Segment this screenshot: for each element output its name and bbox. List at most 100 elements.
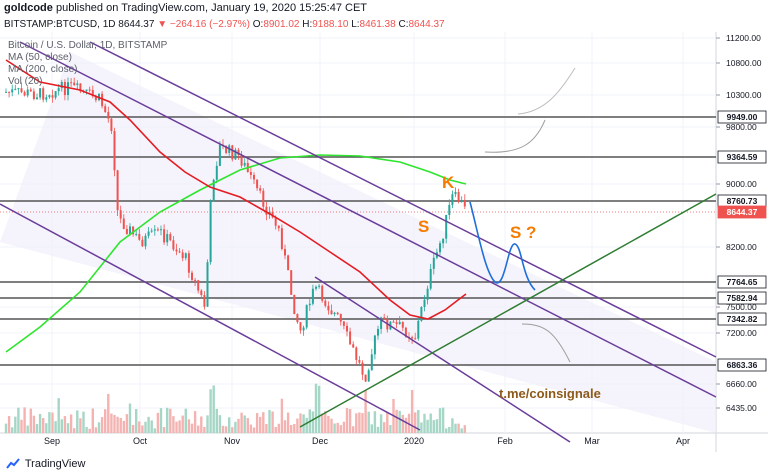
volume-bar xyxy=(274,426,277,433)
candle-body xyxy=(206,262,209,307)
candle-body xyxy=(346,325,348,332)
volume-bar xyxy=(104,409,107,433)
x-tick-label: Apr xyxy=(676,436,690,446)
annotation-s2: S ? xyxy=(510,223,536,242)
volume-bar xyxy=(255,413,259,433)
price-level-tag: 7342.82 xyxy=(727,314,758,324)
candle-body xyxy=(373,335,376,355)
candle-body xyxy=(253,174,255,180)
volume-bar xyxy=(122,420,125,433)
volume-bar xyxy=(243,415,246,433)
legend-title: Bitcoin / U.S. Dollar, 1D, BITSTAMP xyxy=(8,40,168,51)
tradingview-brand[interactable]: TradingView xyxy=(24,458,86,470)
volume-bar xyxy=(162,427,166,433)
footer: TradingView xyxy=(0,452,768,476)
candle-body xyxy=(200,290,203,296)
volume-bar xyxy=(97,422,101,433)
candle-body xyxy=(156,229,159,231)
candle-body xyxy=(299,322,302,331)
open-label: O: xyxy=(252,19,264,30)
price-chart[interactable]: K S S ? t.me/coinsignale 11200.00 10800.0… xyxy=(0,32,768,452)
symbol-name[interactable]: BITSTAMP:BTCUSD, 1D xyxy=(4,19,116,30)
volume-bar xyxy=(51,412,54,433)
legend-ma200[interactable]: MA (200, close) xyxy=(8,64,78,75)
channel-mid-line xyxy=(89,41,717,358)
candle-body xyxy=(91,90,94,97)
volume-bar xyxy=(336,422,339,433)
candle-body xyxy=(212,179,215,202)
volume-bar xyxy=(60,419,63,433)
close-label: C: xyxy=(398,19,409,30)
symbol-info-bar: BITSTAMP:BTCUSD, 1D 8644.37 ▼ −264.16 (−… xyxy=(0,17,768,32)
price-axis[interactable]: 11200.00 10800.00 10300.00 9800.00 9000.00 82… xyxy=(716,33,762,413)
author-name[interactable]: goldcode xyxy=(4,2,53,14)
volume-bar xyxy=(283,420,287,433)
time-axis[interactable]: Sep Oct Nov Dec 2020 Feb Mar Apr xyxy=(44,436,690,446)
volume-bar xyxy=(116,416,119,433)
x-tick-label: Oct xyxy=(133,436,148,446)
candle-body xyxy=(132,226,135,235)
volume-bar xyxy=(389,425,392,433)
candle-body xyxy=(163,229,166,243)
volume-bar xyxy=(4,423,8,433)
legend-ma50[interactable]: MA (50, close) xyxy=(8,52,72,63)
candle-body xyxy=(457,191,460,202)
volume-bar xyxy=(333,423,336,433)
volume-bar xyxy=(94,427,98,433)
candle-body xyxy=(5,91,7,93)
volume-bar xyxy=(252,427,256,433)
volume-bar xyxy=(169,408,172,433)
candle-body xyxy=(315,286,317,289)
volume-bar xyxy=(107,393,110,433)
x-tick-label: Sep xyxy=(44,436,60,446)
candle-body xyxy=(147,231,150,236)
volume-bar xyxy=(448,426,451,433)
candle-body xyxy=(423,299,426,308)
candle-body xyxy=(442,238,445,244)
candle-body xyxy=(175,249,178,252)
candle-body xyxy=(191,272,193,280)
candle-body xyxy=(135,233,138,235)
candle-body xyxy=(327,305,330,311)
candle-body xyxy=(29,89,32,92)
volume-bar xyxy=(69,414,73,433)
candle-body xyxy=(234,149,237,160)
candle-body xyxy=(178,251,181,253)
candle-body xyxy=(42,88,45,100)
candle-body xyxy=(169,234,172,241)
legend-vol[interactable]: Vol (20) xyxy=(8,76,43,87)
volume-bar xyxy=(460,428,463,433)
candle-body xyxy=(398,321,401,325)
volume-bar xyxy=(330,418,333,433)
volume-bar xyxy=(268,409,271,433)
candle-body xyxy=(203,295,206,307)
candle-body xyxy=(249,172,252,175)
candle-body xyxy=(197,280,200,291)
volume-bar xyxy=(29,408,32,433)
candle-body xyxy=(73,82,76,86)
volume-bar xyxy=(345,408,349,433)
volume-bar xyxy=(113,415,116,433)
grey-projection-3 xyxy=(521,323,571,363)
volume-bar xyxy=(212,385,215,433)
volume-bar xyxy=(324,411,327,433)
volume-bar xyxy=(386,412,389,433)
candle-body xyxy=(287,255,290,271)
volume-bar xyxy=(379,414,383,433)
candle-body xyxy=(454,191,457,195)
y-tick-label: 8200.00 xyxy=(726,242,757,252)
price-level-tag: 8760.73 xyxy=(727,196,758,206)
volume-bar xyxy=(398,410,401,433)
candle-body xyxy=(420,307,423,321)
candle-body xyxy=(296,314,299,323)
volume-bar xyxy=(73,428,76,433)
volume-bar xyxy=(290,424,293,433)
volume-bar xyxy=(231,427,234,433)
volume-bar xyxy=(259,416,262,433)
volume-bar xyxy=(441,407,445,433)
volume-bar xyxy=(79,418,82,433)
y-tick-label: 10800.00 xyxy=(726,58,762,68)
volume-bar xyxy=(420,422,423,433)
close-value: 8644.37 xyxy=(408,19,445,30)
volume-bar xyxy=(166,407,169,433)
